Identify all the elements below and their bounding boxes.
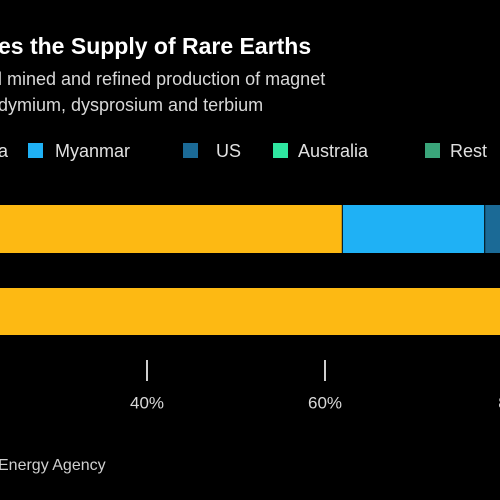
- source: Energy Agency: [0, 457, 106, 474]
- legend-swatch: [183, 143, 198, 158]
- legend-label: a: [0, 141, 9, 161]
- bar-segment: [342, 205, 485, 253]
- legend-swatch: [28, 143, 43, 158]
- bar-segment: [0, 288, 500, 335]
- x-tick-label: 8: [498, 393, 500, 412]
- legend-label: Myanmar: [55, 141, 130, 161]
- legend-swatch: [425, 143, 440, 158]
- x-tick-label: 60%: [308, 393, 342, 412]
- chart-subtitle: l mined and refined production of magnet: [0, 69, 325, 89]
- legend-swatch: [273, 143, 288, 158]
- bar-segment: [485, 205, 500, 253]
- bar-segment: [0, 205, 342, 253]
- x-tick-label: 40%: [130, 393, 164, 412]
- legend-label: Australia: [298, 141, 369, 161]
- legend-label: Rest: [450, 141, 487, 161]
- legend-label: US: [216, 141, 241, 161]
- chart-subtitle: dymium, dysprosium and terbium: [0, 95, 263, 115]
- chart-title: es the Supply of Rare Earths: [0, 33, 311, 59]
